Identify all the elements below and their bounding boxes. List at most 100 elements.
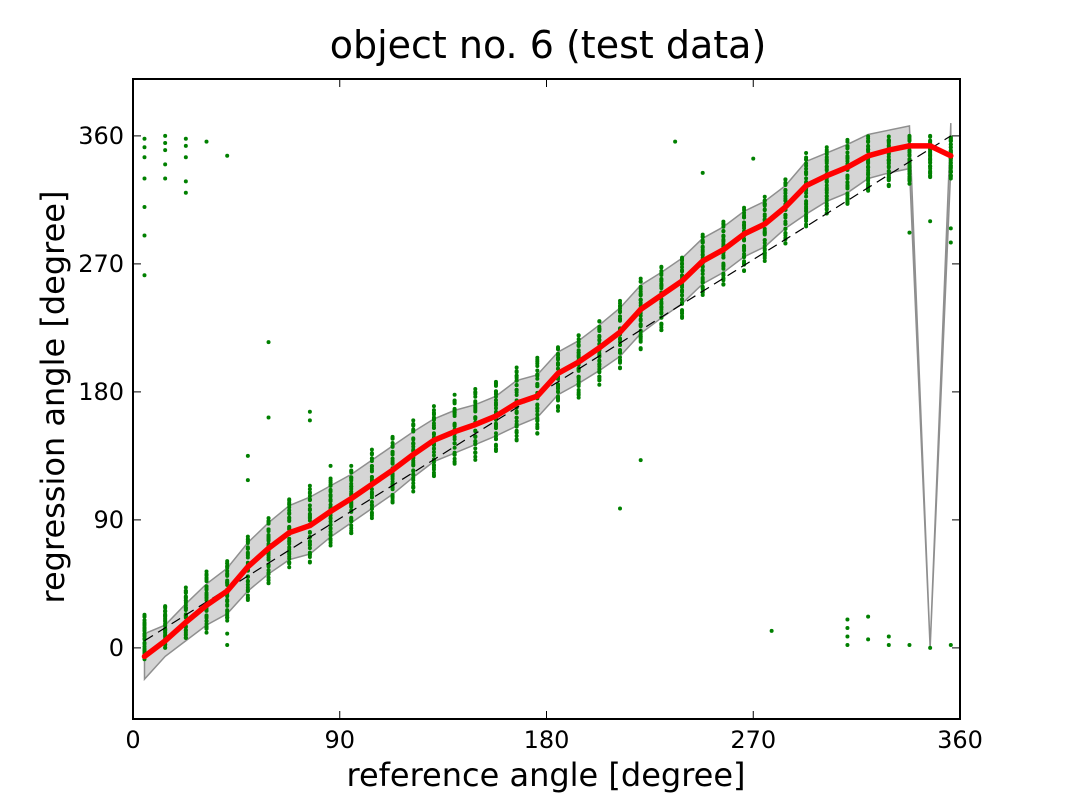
- scatter-point: [804, 176, 809, 181]
- scatter-point: [245, 453, 250, 458]
- scatter-point: [845, 173, 850, 178]
- scatter-point: [866, 164, 871, 169]
- scatter-point: [142, 155, 147, 160]
- scatter-point: [638, 458, 643, 463]
- scatter-point: [514, 415, 519, 420]
- scatter-point: [411, 489, 416, 494]
- y-tick-label: 90: [93, 506, 124, 534]
- scatter-point: [431, 431, 436, 436]
- scatter-point: [204, 613, 209, 618]
- scatter-point: [369, 495, 374, 500]
- scatter-point: [866, 637, 871, 642]
- scatter-point: [824, 155, 829, 160]
- scatter-point: [576, 387, 581, 392]
- scatter-point: [328, 522, 333, 527]
- mean-regression-line: [141, 143, 954, 660]
- scatter-point: [535, 368, 540, 373]
- scatter-point: [473, 387, 478, 392]
- scatter-point: [266, 415, 271, 420]
- scatter-point: [576, 333, 581, 338]
- scatter-point: [721, 233, 726, 238]
- scatter-point: [742, 237, 747, 242]
- scatter-point: [928, 133, 933, 138]
- scatter-point: [307, 483, 312, 488]
- scatter-point: [866, 136, 871, 141]
- scatter-point: [369, 500, 374, 505]
- scatter-point: [307, 490, 312, 495]
- scatter-point: [245, 534, 250, 539]
- scatter-point: [535, 376, 540, 381]
- scatter-point: [163, 133, 168, 138]
- scatter-point: [638, 297, 643, 302]
- scatter-point: [266, 340, 271, 345]
- scatter-point: [762, 226, 767, 231]
- scatter-point: [473, 457, 478, 462]
- scatter-point: [493, 382, 498, 387]
- scatter-point: [597, 324, 602, 329]
- scatter-point: [680, 256, 685, 261]
- scatter-point: [948, 145, 953, 150]
- x-tick-label: 180: [524, 726, 570, 754]
- scatter-point: [142, 612, 147, 617]
- scatter-point: [824, 151, 829, 156]
- scatter-point: [411, 418, 416, 423]
- scatter-point: [907, 643, 912, 648]
- scatter-point: [514, 428, 519, 433]
- scatter-point: [307, 503, 312, 508]
- scatter-point: [473, 394, 478, 399]
- scatter-point: [431, 446, 436, 451]
- scatter-point: [473, 390, 478, 395]
- scatter-point: [907, 230, 912, 235]
- scatter-point: [659, 325, 664, 330]
- scatter-point: [163, 141, 168, 145]
- scatter-point: [142, 205, 147, 209]
- scatter-point: [597, 319, 602, 324]
- scatter-point: [762, 238, 767, 243]
- scatter-point: [783, 213, 788, 218]
- scatter-point: [411, 473, 416, 477]
- scatter-point: [555, 356, 560, 361]
- scatter-point: [514, 373, 519, 378]
- scatter-point: [390, 440, 395, 445]
- scatter-point: [783, 219, 788, 224]
- scatter-point: [659, 264, 664, 269]
- scatter-point: [638, 276, 643, 281]
- scatter-point: [266, 575, 271, 580]
- scatter-point: [597, 374, 602, 379]
- scatter-point: [845, 176, 850, 181]
- scatter-point: [721, 255, 726, 260]
- scatter-point: [287, 556, 292, 561]
- scatter-point: [597, 362, 602, 366]
- scatter-point: [886, 172, 891, 177]
- scatter-point: [349, 484, 354, 489]
- scatter-point: [390, 458, 395, 463]
- scatter-point: [886, 157, 891, 162]
- scatter-point: [307, 550, 312, 555]
- scatter-point: [204, 622, 209, 627]
- scatter-point: [225, 643, 230, 648]
- scatter-point: [638, 318, 643, 323]
- scatter-point: [431, 450, 436, 455]
- scatter-point: [473, 446, 478, 451]
- spread-band: [143, 123, 952, 682]
- y-tick-label: 360: [78, 122, 124, 150]
- scatter-point: [866, 170, 871, 175]
- scatter-point: [452, 406, 457, 411]
- scatter-point: [452, 441, 457, 446]
- scatter-point: [845, 191, 850, 196]
- scatter-point: [866, 144, 871, 149]
- scatter-point: [307, 487, 312, 492]
- scatter-point: [204, 139, 209, 144]
- scatter-point: [183, 633, 188, 638]
- scatter-point: [411, 468, 416, 473]
- scatter-point: [328, 529, 333, 534]
- scatter-point: [452, 445, 457, 450]
- scatter-point: [349, 469, 354, 474]
- scatter-point: [535, 402, 540, 407]
- scatter-point: [721, 271, 726, 276]
- scatter-point: [659, 299, 664, 304]
- scatter-point: [845, 634, 850, 639]
- scatter-point: [618, 337, 623, 342]
- scatter-point: [390, 479, 395, 484]
